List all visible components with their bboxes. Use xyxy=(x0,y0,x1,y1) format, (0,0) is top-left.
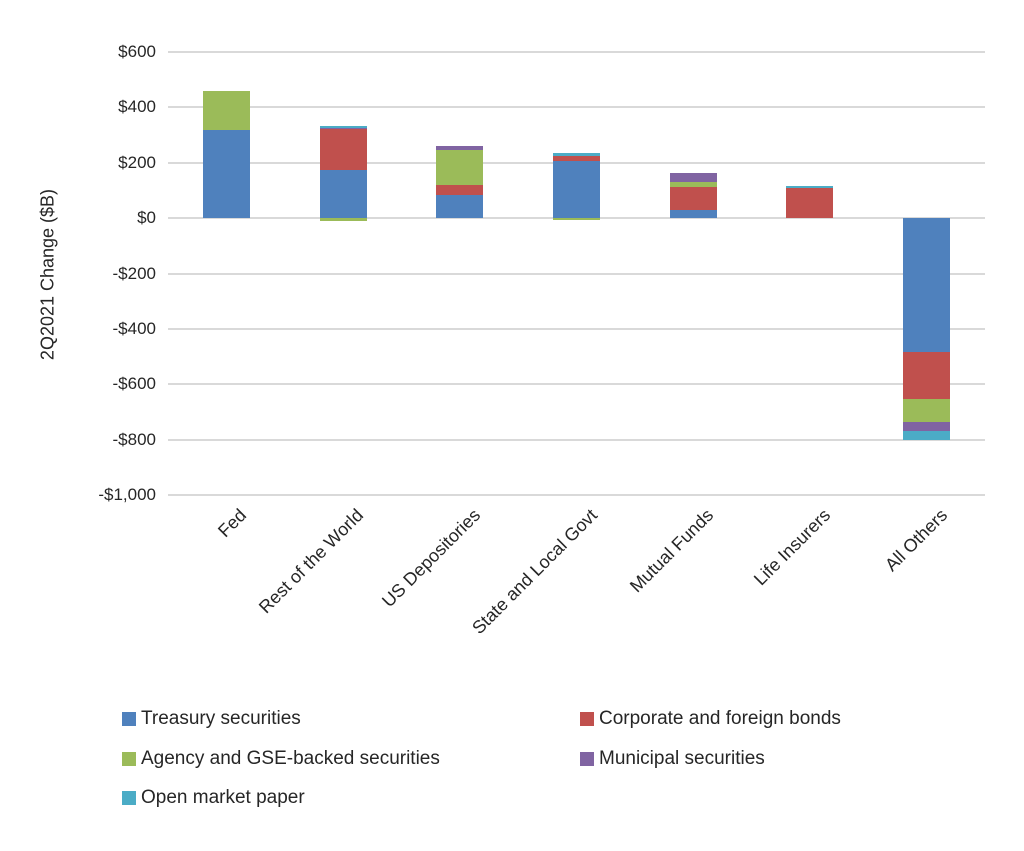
bar-segment-rest-of-the-world-s1 xyxy=(319,128,367,170)
y-tick-label: -$800 xyxy=(112,429,156,449)
gridline--200 xyxy=(168,272,985,275)
legend-label: Municipal securities xyxy=(599,748,765,769)
bar-segment-mutual-funds-s2 xyxy=(669,181,717,187)
bar-segment-all-others-s0 xyxy=(903,218,951,353)
bar-segment-us-depositories-s2 xyxy=(436,150,484,186)
bar-segment-mutual-funds-s0 xyxy=(669,210,717,219)
bar-segment-all-others-s3 xyxy=(903,421,951,432)
legend-swatch-icon xyxy=(580,712,594,726)
bar-segment-mutual-funds-s1 xyxy=(669,186,717,211)
y-tick-label: $400 xyxy=(118,97,156,117)
bar-segment-life-insurers-s1 xyxy=(786,187,834,219)
legend-item-treasury-securities: Treasury securities xyxy=(122,708,301,730)
legend-item-agency-and-gse-backed-securities: Agency and GSE-backed securities xyxy=(122,748,440,770)
y-tick-label: $200 xyxy=(118,152,156,172)
gridline--800 xyxy=(168,438,985,441)
bar-segment-us-depositories-s3 xyxy=(436,145,484,150)
bar-segment-fed-s0 xyxy=(202,129,250,219)
y-tick-label: -$1,000 xyxy=(98,485,156,504)
legend-swatch-icon xyxy=(122,712,136,726)
gridline-400 xyxy=(168,106,985,109)
legend-item-corporate-and-foreign-bonds: Corporate and foreign bonds xyxy=(580,708,841,730)
legend-label: Open market paper xyxy=(141,787,305,808)
legend-label: Corporate and foreign bonds xyxy=(599,708,841,729)
bar-segment-us-depositories-s1 xyxy=(436,185,484,196)
gridline--1000 xyxy=(168,494,985,496)
bar-segment-all-others-s4 xyxy=(903,431,951,440)
gridline--400 xyxy=(168,327,985,330)
legend-swatch-icon xyxy=(122,791,136,805)
bar-segment-state-and-local-govt-s4 xyxy=(553,152,600,156)
gridline-600 xyxy=(168,51,985,53)
y-tick-label: $0 xyxy=(137,208,156,228)
bar-segment-us-depositories-s0 xyxy=(436,195,484,219)
bar-segment-rest-of-the-world-s0 xyxy=(319,169,367,219)
bar-segment-life-insurers-s4 xyxy=(786,186,834,188)
gridline--600 xyxy=(168,383,985,386)
legend-label: Agency and GSE-backed securities xyxy=(141,748,440,769)
bar-segment-rest-of-the-world-s4 xyxy=(319,126,367,128)
bar-segment-mutual-funds-s3 xyxy=(669,172,717,182)
legend-swatch-icon xyxy=(122,752,136,766)
bar-segment-all-others-s2 xyxy=(903,399,951,422)
bar-segment-fed-s2 xyxy=(202,90,250,130)
bar-segment-rest-of-the-world-s2 xyxy=(319,218,367,222)
legend-item-open-market-paper: Open market paper xyxy=(122,787,305,809)
legend-item-municipal-securities: Municipal securities xyxy=(580,748,765,770)
bar-segment-state-and-local-govt-s0 xyxy=(553,161,600,219)
bar-segment-state-and-local-govt-s1 xyxy=(553,155,600,162)
bar-segment-state-and-local-govt-s2 xyxy=(553,218,600,221)
y-tick-label: $600 xyxy=(118,42,156,61)
bar-segment-all-others-s1 xyxy=(903,352,951,400)
legend-label: Treasury securities xyxy=(141,708,301,729)
bar-segment-rest-of-the-world-s3 xyxy=(319,127,367,129)
legend-swatch-icon xyxy=(580,752,594,766)
y-tick-label: -$200 xyxy=(112,263,156,283)
y-tick-label: -$600 xyxy=(112,374,156,394)
y-tick-label: -$400 xyxy=(112,318,156,338)
